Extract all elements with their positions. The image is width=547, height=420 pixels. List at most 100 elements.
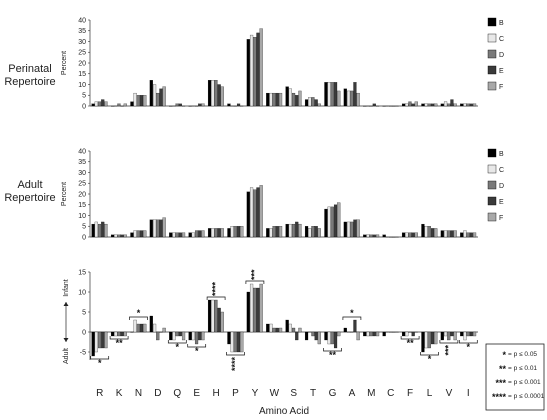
bar-C-I xyxy=(463,103,467,107)
bar-D-W xyxy=(272,226,276,238)
bar-D-N xyxy=(136,95,140,107)
bar-B-N xyxy=(130,232,134,238)
arrowhead-down xyxy=(63,338,69,342)
sig-bracket-F xyxy=(400,336,420,340)
bar-D-G xyxy=(330,82,334,107)
diff-y-tick-label: 15 xyxy=(78,269,86,276)
legend-label-F: F xyxy=(499,84,503,91)
diff-bar-E-N xyxy=(139,323,144,333)
bar-F-K xyxy=(123,234,127,238)
bar-F-K xyxy=(123,103,127,107)
bar-F-H xyxy=(220,228,224,238)
diff-bar-D-I xyxy=(466,331,470,337)
bar-D-H xyxy=(214,80,218,107)
y-tick-label: 25 xyxy=(78,181,86,188)
bar-C-F xyxy=(405,232,409,238)
diff-bar-E-K xyxy=(120,331,124,337)
bar-F-D xyxy=(162,86,166,107)
bar-F-W xyxy=(278,226,283,238)
diff-bar-C-G xyxy=(327,331,331,345)
diff-bar-B-L xyxy=(421,331,425,353)
diff-bar-E-E xyxy=(198,331,202,341)
x-tick-label-Q: Q xyxy=(173,388,181,399)
sig-stars-L: * xyxy=(428,354,432,364)
bar-E-M xyxy=(372,103,376,107)
bar-C-D xyxy=(152,219,157,238)
bar-B-K xyxy=(110,234,115,238)
sig-stars-V: *** xyxy=(443,345,453,356)
bar-E-R xyxy=(101,99,105,107)
panel-title-line1: Adult xyxy=(17,179,42,191)
diff-bar-C-S xyxy=(288,323,292,333)
bar-E-V xyxy=(450,99,454,107)
bar-B-D xyxy=(149,219,153,238)
bar-F-G xyxy=(337,202,341,238)
diff-bar-E-W xyxy=(275,327,279,333)
bar-B-S xyxy=(285,86,289,107)
diff-bar-F-N xyxy=(143,323,147,333)
legend-swatch-F xyxy=(487,212,497,222)
diff-bar-E-A xyxy=(353,319,357,333)
bar-F-S xyxy=(298,90,302,107)
diff-bar-D-Y xyxy=(253,287,257,333)
diff-y-tick-label: 5 xyxy=(82,309,86,316)
sig-stars-E: * xyxy=(195,346,199,356)
bar-C-K xyxy=(114,234,118,238)
x-tick-label-C: C xyxy=(387,388,394,399)
bar-F-Q xyxy=(181,232,186,238)
bar-B-L xyxy=(421,103,425,107)
bar-E-A xyxy=(353,219,357,238)
x-tick-label-A: A xyxy=(349,388,356,399)
legend-label-F: F xyxy=(499,215,503,222)
bar-B-N xyxy=(130,101,134,107)
diff-bar-D-Q xyxy=(175,331,179,337)
sig-stars-Y: *** xyxy=(249,269,259,280)
bar-F-V xyxy=(453,103,457,107)
bar-F-N xyxy=(143,95,147,107)
bar-F-I xyxy=(472,103,477,107)
bar-B-D xyxy=(149,80,153,107)
bar-F-L xyxy=(434,103,438,107)
bar-F-N xyxy=(143,230,147,238)
bar-D-K xyxy=(117,103,121,107)
sig-bracket-A xyxy=(342,316,362,320)
bar-B-T xyxy=(304,99,309,107)
bar-D-D xyxy=(156,219,160,238)
diff-bar-D-V xyxy=(447,331,451,341)
x-tick-label-E: E xyxy=(193,388,200,399)
bar-B-Q xyxy=(169,232,173,238)
bar-D-L xyxy=(427,226,431,238)
bar-C-Y xyxy=(249,187,254,238)
diff-bar-F-V xyxy=(453,331,457,341)
sig-bracket-E xyxy=(187,344,207,348)
bar-B-I xyxy=(460,103,464,107)
bar-B-F xyxy=(401,232,406,238)
bar-C-P xyxy=(230,226,234,238)
x-axis-label: Amino Acid xyxy=(259,406,309,417)
diff-bar-D-R xyxy=(97,331,102,349)
diff-bar-B-G xyxy=(324,331,328,341)
bar-E-N xyxy=(139,95,144,107)
diff-bar-E-L xyxy=(430,331,435,345)
bar-E-G xyxy=(333,204,338,238)
legend-swatch-C xyxy=(487,164,497,174)
arrowhead-up xyxy=(63,302,69,306)
diff-bar-B-R xyxy=(91,331,95,357)
diff-bar-E-P xyxy=(236,331,241,353)
diff-y-tick-label: -5 xyxy=(80,349,86,356)
bar-E-E xyxy=(198,230,202,238)
diff-bar-C-N xyxy=(133,319,137,333)
y-tick-label: 30 xyxy=(78,170,86,177)
bar-E-D xyxy=(159,88,163,107)
y-tick-label: 10 xyxy=(78,82,86,89)
legend-swatch-F xyxy=(487,81,497,91)
diff-y-axis-label: Adult Infant xyxy=(63,279,70,364)
sig-legend-stars: **** xyxy=(492,392,507,402)
sig-bracket-N xyxy=(129,316,148,320)
sig-stars-Q: * xyxy=(176,342,180,352)
bar-D-S xyxy=(291,92,296,107)
bar-F-Y xyxy=(259,185,263,238)
bar-E-Q xyxy=(178,103,182,107)
diff-bar-D-T xyxy=(311,331,315,337)
